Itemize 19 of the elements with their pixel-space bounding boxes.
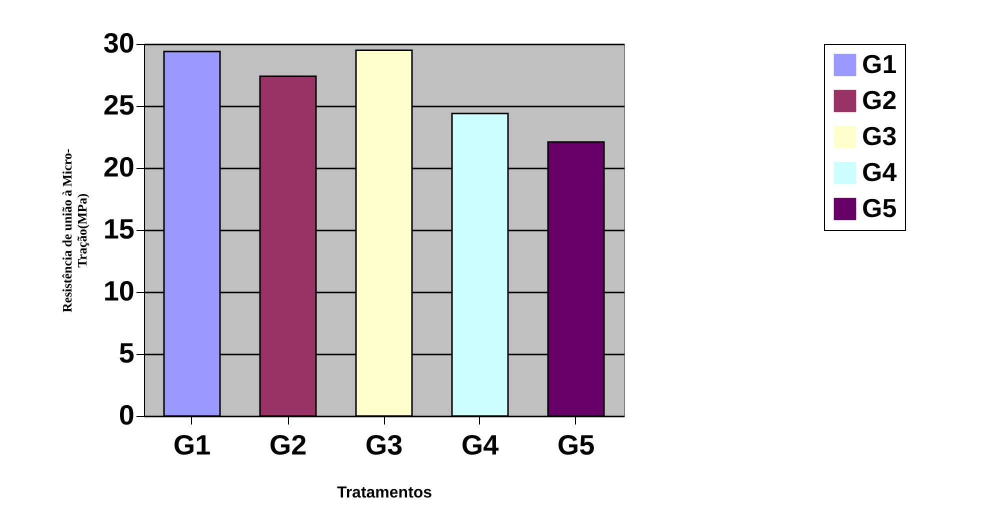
x-tick-label: G1 xyxy=(173,430,211,460)
legend-label: G4 xyxy=(862,157,898,187)
legend-label: G2 xyxy=(862,85,897,115)
legend-label: G5 xyxy=(862,193,897,223)
x-axis-title: Tratamentos xyxy=(336,484,432,502)
y-tick-label: 20 xyxy=(103,152,134,182)
y-axis-title: Resistência de união à Micro-Tração(MPa) xyxy=(59,148,90,312)
x-tick-label: G4 xyxy=(461,430,500,460)
x-tick-label: G5 xyxy=(557,430,595,460)
legend-label: G1 xyxy=(862,49,897,79)
y-tick-label: 10 xyxy=(103,276,134,306)
y-tick-label: 15 xyxy=(103,214,134,244)
y-tick-label: 0 xyxy=(118,400,134,430)
y-tick-label: 5 xyxy=(118,338,134,368)
x-tick-label: G3 xyxy=(365,430,403,460)
legend-label: G3 xyxy=(862,121,897,151)
x-tick-label: G2 xyxy=(269,430,307,460)
y-tick-label: 30 xyxy=(103,28,134,58)
y-tick-label: 25 xyxy=(103,90,134,120)
